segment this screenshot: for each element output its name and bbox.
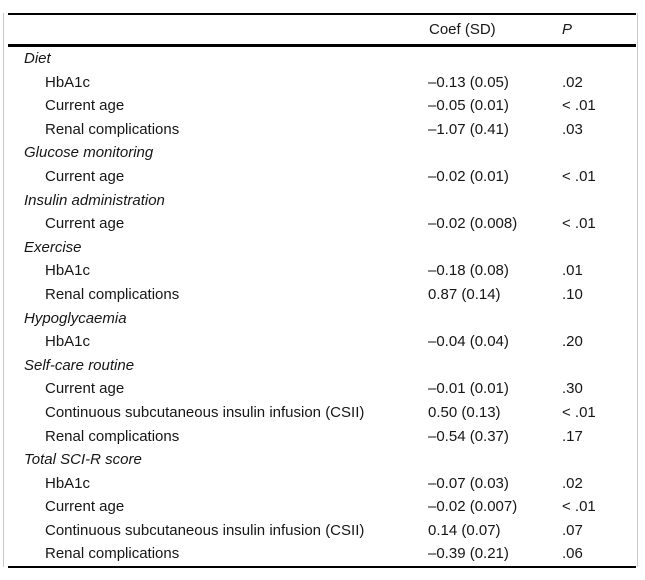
data-row: Current age –0.02 (0.008) < .01 — [0, 212, 645, 236]
coef-value: –1.07 (0.41) — [428, 120, 509, 138]
data-row: Continuous subcutaneous insulin infusion… — [0, 519, 645, 543]
row-label: Current age — [45, 380, 125, 398]
section-row: Diet — [0, 47, 645, 71]
row-label: Current age — [45, 498, 125, 516]
p-value: .10 — [562, 285, 583, 303]
data-row: Renal complications –0.54 (0.37) .17 — [0, 425, 645, 449]
data-row: HbA1c –0.07 (0.03) .02 — [0, 472, 645, 496]
section-label: Diet — [24, 50, 51, 67]
section-row: Total SCI-R score — [0, 448, 645, 472]
coef-value: –0.13 (0.05) — [428, 73, 509, 91]
row-label: Current age — [45, 97, 125, 115]
p-value: .20 — [562, 333, 583, 351]
section-label: Exercise — [24, 238, 82, 256]
data-row: HbA1c –0.13 (0.05) .02 — [0, 71, 645, 95]
coef-value: –0.04 (0.04) — [428, 333, 509, 351]
section-label: Insulin administration — [24, 191, 165, 209]
p-value: .17 — [562, 427, 583, 445]
row-label: Current age — [45, 215, 125, 233]
p-value: .30 — [562, 380, 583, 398]
p-value: .02 — [562, 73, 583, 91]
coef-value: –0.02 (0.007) — [428, 498, 518, 516]
coef-value: –0.54 (0.37) — [428, 427, 509, 445]
row-label: Continuous subcutaneous insulin infusion… — [45, 403, 365, 421]
data-row: Current age –0.01 (0.01) .30 — [0, 377, 645, 401]
p-value: < .01 — [562, 167, 596, 185]
header-thick-rule — [8, 44, 636, 47]
row-label: Continuous subcutaneous insulin infusion… — [45, 521, 365, 539]
right-hairline — [637, 13, 638, 567]
section-label: Total SCI-R score — [24, 451, 142, 469]
p-value: .03 — [562, 120, 583, 138]
data-row: Renal complications 0.87 (0.14) .10 — [0, 283, 645, 307]
row-label: Renal complications — [45, 120, 180, 138]
p-value: .06 — [562, 545, 583, 563]
data-row: Current age –0.02 (0.01) < .01 — [0, 165, 645, 189]
row-label: HbA1c — [45, 73, 91, 91]
row-label: Renal complications — [45, 285, 180, 303]
data-row: Renal complications –1.07 (0.41) .03 — [0, 118, 645, 142]
coef-value: 0.87 (0.14) — [428, 285, 501, 303]
data-row: Current age –0.02 (0.007) < .01 — [0, 495, 645, 519]
row-label: HbA1c — [45, 262, 91, 280]
row-label: Renal complications — [45, 427, 180, 445]
coef-value: –0.18 (0.08) — [428, 262, 509, 280]
section-label: Self-care routine — [24, 356, 135, 374]
p-value: < .01 — [562, 498, 596, 516]
data-row: HbA1c –0.18 (0.08) .01 — [0, 259, 645, 283]
data-row: Renal complications –0.39 (0.21) .06 — [0, 542, 645, 566]
section-row: Insulin administration — [0, 189, 645, 213]
section-row: Glucose monitoring — [0, 141, 645, 165]
data-row: Current age –0.05 (0.01) < .01 — [0, 94, 645, 118]
coef-value: –0.05 (0.01) — [428, 97, 509, 115]
coef-value: –0.07 (0.03) — [428, 474, 509, 492]
p-value: < .01 — [562, 215, 596, 233]
section-row: Hypoglycaemia — [0, 307, 645, 331]
p-value: .07 — [562, 521, 583, 539]
coef-value: 0.50 (0.13) — [428, 403, 501, 421]
p-value: < .01 — [562, 97, 596, 115]
left-hairline — [3, 13, 4, 567]
p-value: .02 — [562, 474, 583, 492]
row-label: HbA1c — [45, 474, 91, 492]
row-label: Renal complications — [45, 545, 180, 563]
table-top-rule — [8, 13, 636, 15]
table-bottom-rule — [8, 566, 636, 568]
data-row: HbA1c –0.04 (0.04) .20 — [0, 330, 645, 354]
row-label: HbA1c — [45, 333, 91, 351]
coef-value: –0.39 (0.21) — [428, 545, 509, 563]
p-value: < .01 — [562, 403, 596, 421]
section-row: Self-care routine — [0, 354, 645, 378]
p-value: .01 — [562, 262, 583, 280]
coef-value: 0.14 (0.07) — [428, 521, 501, 539]
coef-value: –0.02 (0.01) — [428, 167, 509, 185]
section-label: Hypoglycaemia — [24, 309, 127, 327]
column-header-p: P — [562, 21, 573, 38]
section-row: Exercise — [0, 236, 645, 260]
data-row: Continuous subcutaneous insulin infusion… — [0, 401, 645, 425]
coef-value: –0.02 (0.008) — [428, 215, 518, 233]
section-label: Glucose monitoring — [24, 144, 154, 162]
row-label: Current age — [45, 167, 125, 185]
table-body: Diet HbA1c –0.13 (0.05) .02 Current age … — [0, 47, 645, 566]
column-header-coef-sd: Coef (SD) — [429, 21, 496, 38]
coef-value: –0.01 (0.01) — [428, 380, 509, 398]
